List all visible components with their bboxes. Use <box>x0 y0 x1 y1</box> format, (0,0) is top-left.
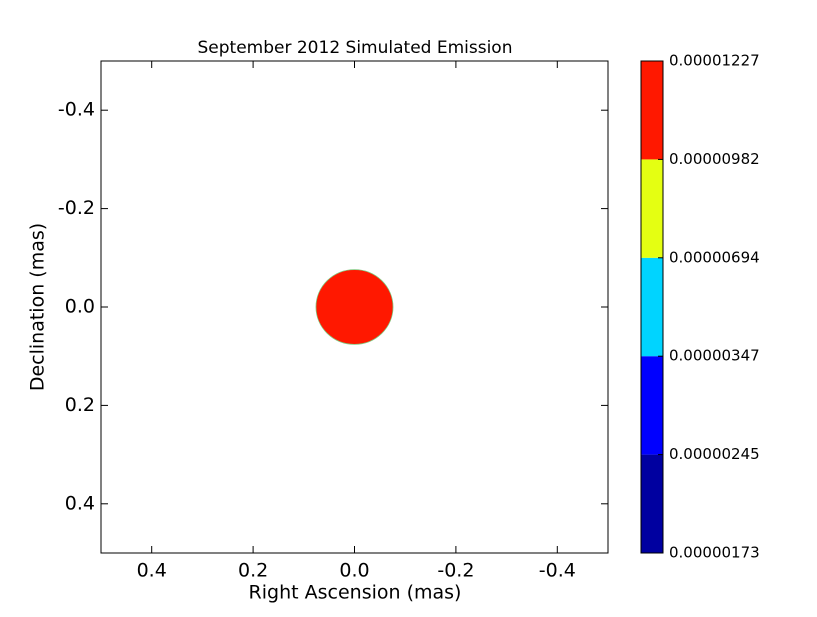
colorbar-label: 0.00000245 <box>669 445 760 463</box>
emission-region <box>315 269 394 345</box>
y-tick-label: 0.2 <box>65 394 95 416</box>
colorbar-frame <box>640 60 664 554</box>
y-tick-label: 0.4 <box>65 492 95 514</box>
colorbar-segment <box>641 159 663 258</box>
colorbar-label: 0.00001227 <box>669 52 760 70</box>
colorbar-label: 0.00000173 <box>669 544 760 562</box>
y-tick-label: 0.0 <box>65 296 95 318</box>
y-axis-label: Declination (mas) <box>27 223 49 391</box>
colorbar-label: 0.00000694 <box>669 248 760 266</box>
y-tick-label: -0.2 <box>58 197 95 219</box>
x-tick-label: 0.4 <box>137 560 167 582</box>
y-tick-label: -0.4 <box>58 99 95 121</box>
colorbar-segment <box>641 356 663 455</box>
chart-title: September 2012 Simulated Emission <box>198 38 513 58</box>
colorbar-label: 0.00000347 <box>669 347 760 365</box>
colorbar-segment <box>641 454 663 553</box>
x-tick-label: 0.0 <box>339 560 369 582</box>
x-tick-label: -0.4 <box>539 560 576 582</box>
x-axis-label: Right Ascension (mas) <box>249 582 462 604</box>
colorbar-label: 0.00000982 <box>669 150 760 168</box>
colorbar-segment <box>641 61 663 160</box>
colorbar-segment <box>641 257 663 357</box>
x-tick-label: -0.2 <box>437 560 474 582</box>
x-tick-label: 0.2 <box>238 560 268 582</box>
